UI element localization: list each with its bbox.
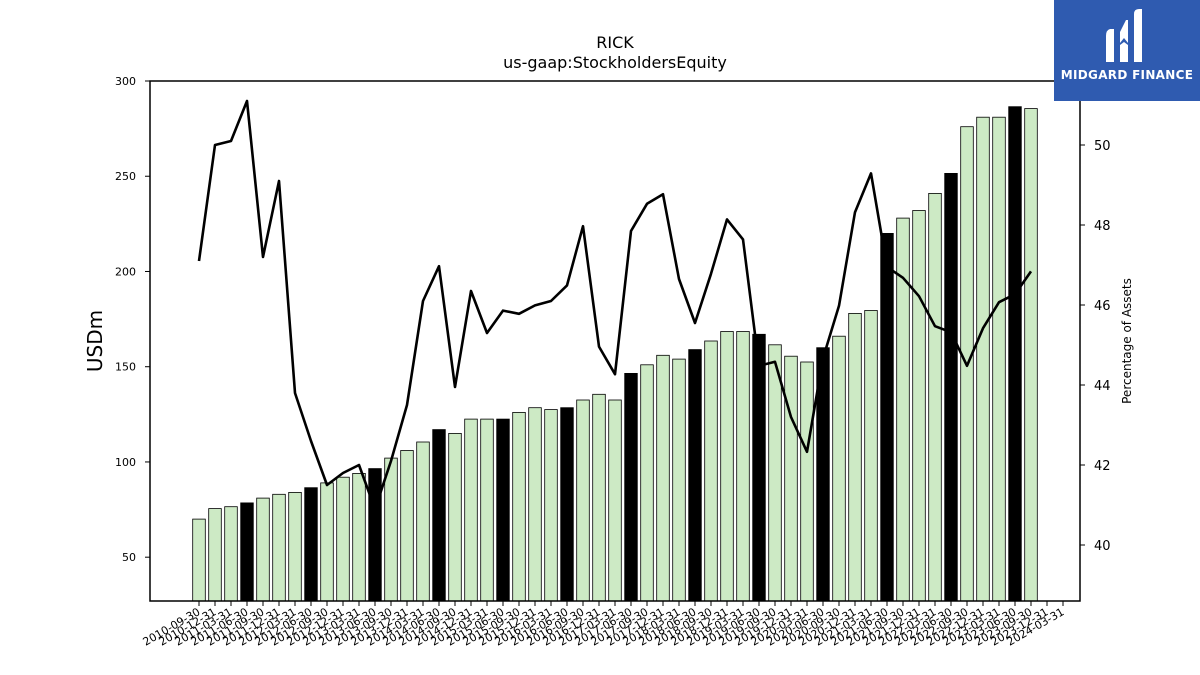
bar-2015-03-31	[480, 418, 494, 602]
bar-2014-12-31	[464, 418, 478, 602]
bar-2022-12-31	[976, 116, 990, 602]
bar-2015-12-31	[528, 407, 542, 602]
y-tick-label: 50	[122, 551, 136, 564]
bar-2017-09-30	[640, 364, 654, 602]
logo-text: MIDGARD FINANCE	[1060, 68, 1194, 82]
y2-tick-label: 42	[1094, 459, 1111, 474]
bar-2010-12-31	[208, 508, 222, 602]
bar-2023-09-30	[1024, 108, 1038, 602]
bar-2013-12-31	[400, 450, 414, 602]
bar-2021-12-31	[912, 210, 926, 602]
bar-2013-06-30	[368, 468, 382, 602]
bar-2018-12-31	[720, 331, 734, 602]
bar-2011-12-31	[272, 493, 286, 602]
y2-tick-label: 46	[1094, 299, 1111, 314]
bar-2012-03-31	[288, 491, 302, 602]
bar-2019-03-31	[736, 331, 750, 602]
y2-tick-label: 44	[1094, 379, 1111, 394]
pct-of-assets-line	[197, 99, 1033, 511]
bar-2016-03-31	[544, 409, 558, 602]
y-axis: 50 100 150 200 250 300	[115, 75, 150, 564]
bar-2013-03-31	[352, 472, 366, 602]
bar-2022-03-31	[928, 192, 942, 602]
y2-tick-label: 48	[1094, 219, 1111, 234]
bar-2017-03-31	[608, 399, 622, 602]
bar-2014-09-30	[448, 432, 462, 602]
bar-2023-06-30	[1008, 106, 1022, 602]
bar-2012-06-30	[304, 487, 318, 602]
bar-2019-06-30	[752, 333, 766, 602]
logo-mark-icon	[1106, 9, 1142, 62]
bar-2019-12-31	[784, 355, 798, 602]
bar-2017-06-30	[624, 372, 638, 602]
y-tick-label: 250	[115, 170, 136, 183]
y-tick-label: 300	[115, 75, 136, 88]
bar-2014-06-30	[432, 429, 446, 602]
bar-2018-09-30	[704, 340, 718, 602]
y2-tick-label: 50	[1094, 139, 1111, 154]
bar-2012-09-30	[320, 482, 334, 602]
chart-title: RICK	[596, 33, 634, 52]
bar-2010-09-30	[192, 518, 206, 602]
bar-2020-09-30	[832, 335, 846, 602]
bar-2013-09-30	[384, 457, 398, 602]
bar-2021-06-30	[880, 232, 894, 602]
bar-2018-03-31	[672, 358, 686, 602]
y-tick-label: 200	[115, 265, 136, 278]
bar-2019-09-30	[768, 344, 782, 602]
y2-axis-label: Percentage of Assets	[1120, 278, 1134, 404]
y-tick-label: 100	[115, 456, 136, 469]
bar-2015-06-30	[496, 418, 510, 602]
bar-2017-12-31	[656, 354, 670, 602]
bar-2018-06-30	[688, 349, 702, 602]
bar-2016-09-30	[576, 399, 590, 602]
y-tick-label: 150	[115, 361, 136, 374]
bar-2016-12-31	[592, 393, 606, 602]
bar-2020-12-31	[848, 312, 862, 602]
bar-2015-09-30	[512, 411, 526, 602]
bar-2014-03-31	[416, 441, 430, 602]
y-axis-label: USDm	[83, 310, 107, 372]
bar-2020-03-31	[800, 361, 814, 602]
bar-2021-03-31	[864, 310, 878, 602]
line-layer	[197, 99, 1033, 511]
bar-2011-06-30	[240, 502, 254, 602]
y2-axis: 40 42 44 46 48 50	[1080, 139, 1111, 554]
midgard-finance-logo: MIDGARD FINANCE	[1054, 0, 1200, 101]
bar-2011-09-30	[256, 497, 270, 602]
x-axis: 2010-09-302010-12-312011-03-312011-06-30…	[141, 601, 1067, 649]
chart-subtitle: us-gaap:StockholdersEquity	[503, 53, 727, 72]
bar-2022-06-30	[944, 172, 958, 602]
bar-2016-06-30	[560, 407, 574, 602]
bar-2012-12-31	[336, 476, 350, 602]
bar-2011-03-31	[224, 506, 238, 602]
y2-tick-label: 40	[1094, 539, 1111, 554]
bars-layer	[192, 106, 1038, 602]
bar-2023-03-31	[992, 116, 1006, 602]
